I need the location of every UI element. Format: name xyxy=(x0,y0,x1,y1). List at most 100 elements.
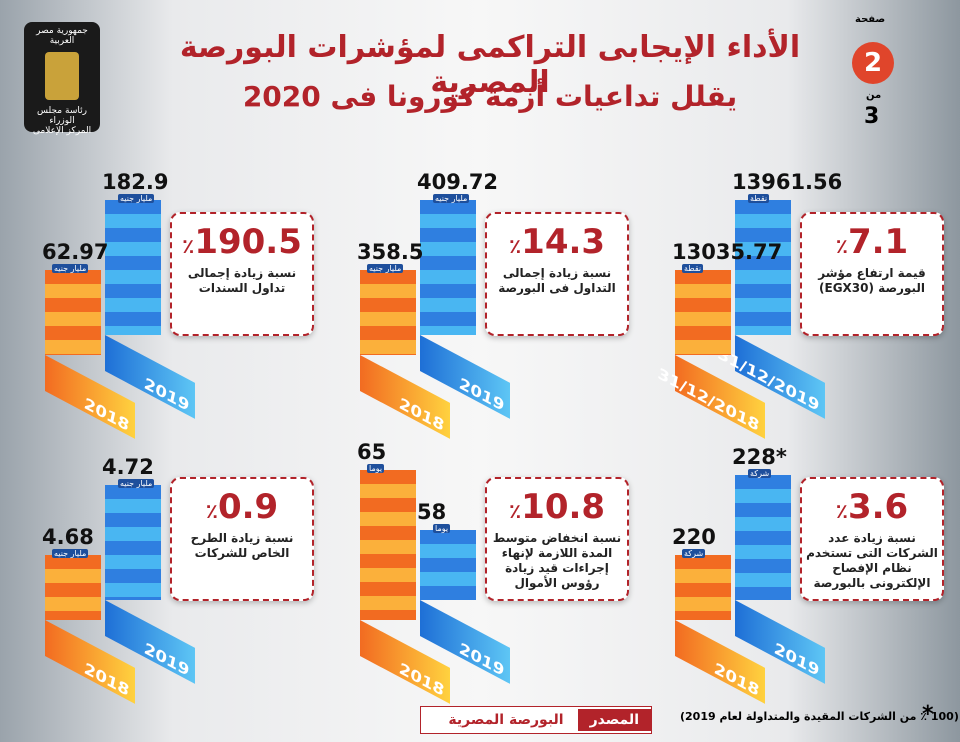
logo: جمهورية مصر العربية رئاسة مجلس الوزراء ا… xyxy=(24,22,100,136)
percent: ٪14.3 xyxy=(487,222,627,262)
logo-emblem xyxy=(45,52,79,100)
panel: 2019 4.72 مليار جنيه 2018 4.68 مليار جنيه ٪0.9… xyxy=(10,425,320,704)
value: 58 xyxy=(417,500,447,524)
column-2019 xyxy=(420,530,476,600)
description: نسبة زيادة إجمالى التداول فى البورصة xyxy=(487,266,627,296)
percent-sign: ٪ xyxy=(182,234,195,258)
description-line: نسبة زيادة إجمالى xyxy=(502,266,612,280)
unit: نقطة xyxy=(682,264,704,273)
description-line: الخاص للشركات xyxy=(194,546,290,560)
column-2018 xyxy=(675,270,731,355)
panel: 2019 182.9 مليار جنيه 2018 62.97 مليار جنيه ٪1… xyxy=(10,160,320,439)
percent-sign: ٪ xyxy=(835,499,848,523)
percent: ٪10.8 xyxy=(487,487,627,527)
description: نسبة زيادة عدد الشركات التى تستخدم نظام ال… xyxy=(802,531,942,591)
description: نسبة زيادة إجمالى تداول السندات xyxy=(172,266,312,296)
description-line: البورصة (EGX30) xyxy=(819,281,925,295)
logo-line: جمهورية مصر العربية xyxy=(36,26,88,46)
percent: ٪0.9 xyxy=(172,487,312,527)
percent-sign: ٪ xyxy=(835,234,848,258)
column-2018 xyxy=(675,555,731,620)
description: نسبة زيادة الطرح الخاص للشركات xyxy=(172,531,312,561)
panel: 31/12/2019 13961.56 نقطة 31/12/2018 13035.77… xyxy=(640,160,950,439)
unit: شركة xyxy=(748,469,772,478)
description-line: تداول السندات xyxy=(198,281,286,295)
logo-line: المركز الإعلامى xyxy=(32,126,92,136)
column-2018 xyxy=(45,555,101,620)
page-current: 2 xyxy=(852,42,894,84)
column-2019 xyxy=(735,475,791,600)
unit: مليار جنيه xyxy=(433,194,470,203)
stat-card: ٪7.1 قيمة ارتفاع مؤشر البورصة (EGX30) xyxy=(800,212,944,336)
value: 13961.56 xyxy=(732,170,843,194)
value: 62.97 xyxy=(42,240,109,264)
value: 4.68 xyxy=(42,525,94,549)
column-2019 xyxy=(105,200,161,335)
page-of: من xyxy=(866,90,882,101)
stat-card: ٪14.3 نسبة زيادة إجمالى التداول فى البورصة xyxy=(485,212,629,336)
stat-card: ٪0.9 نسبة زيادة الطرح الخاص للشركات xyxy=(170,477,314,601)
note-star: * xyxy=(922,702,934,727)
percent: ٪3.6 xyxy=(802,487,942,527)
column-2019 xyxy=(420,200,476,335)
description-line: الإلكترونى بالبورصة xyxy=(813,576,931,590)
title-line: الأداء الإيجابى التراكمى لمؤشرات البورصة… xyxy=(179,30,801,100)
stat-card: ٪190.5 نسبة زيادة إجمالى تداول السندات xyxy=(170,212,314,336)
value: 182.9 xyxy=(102,170,169,194)
description-line: نظام الإفصاح xyxy=(832,561,912,575)
column-2018 xyxy=(360,470,416,620)
description-line: قيمة ارتفاع مؤشر xyxy=(818,266,926,280)
value: 4.72 xyxy=(102,455,154,479)
source: البورصة المصرية xyxy=(448,712,564,728)
description-line: المدة اللازمة لإنهاء xyxy=(501,546,613,560)
logo-line: رئاسة مجلس الوزراء xyxy=(37,106,87,126)
unit: شركة xyxy=(682,549,706,558)
unit: نقطة xyxy=(748,194,770,203)
percent: ٪7.1 xyxy=(802,222,942,262)
unit: مليار جنيه xyxy=(118,194,155,203)
title-line: يقلل تداعيات أزمة كورونا فى 2020 xyxy=(242,80,738,113)
description-line: نسبة زيادة إجمالى xyxy=(187,266,297,280)
percent: ٪190.5 xyxy=(172,222,312,262)
description-line: نسبة انخفاض متوسط xyxy=(492,531,622,545)
column-2018 xyxy=(360,270,416,355)
percent-sign: ٪ xyxy=(508,499,522,523)
description-line: رؤوس الأموال xyxy=(514,576,600,590)
percent-value: 14.3 xyxy=(521,222,606,262)
source-label: المصدر xyxy=(577,709,651,731)
unit: يوما xyxy=(367,464,385,473)
unit: مليار جنيه xyxy=(52,264,89,273)
value: 358.5 xyxy=(357,240,424,264)
unit: مليار جنيه xyxy=(118,479,155,488)
description-line: التداول فى البورصة xyxy=(498,281,616,295)
source-box: المصدر البورصة المصرية xyxy=(420,706,652,734)
percent-value: 3.6 xyxy=(847,487,909,527)
percent-value: 0.9 xyxy=(217,487,279,527)
unit: مليار جنيه xyxy=(367,264,404,273)
percent-value: 7.1 xyxy=(847,222,909,262)
description-line: الشركات التى تستخدم xyxy=(806,546,938,560)
description: قيمة ارتفاع مؤشر البورصة (EGX30) xyxy=(802,266,942,296)
stat-card: ٪10.8 نسبة انخفاض متوسط المدة اللازمة لإنه… xyxy=(485,477,629,601)
column-2019 xyxy=(735,200,791,335)
description-line: إجراءات قيد زيادة xyxy=(505,561,609,575)
description-line: نسبة زيادة عدد xyxy=(828,531,916,545)
value: 228* xyxy=(732,445,787,469)
panel: 2019 228* شركة 2018 220 شركة ٪3.6 نسبة زيادة عد… xyxy=(640,425,950,704)
value: 65 xyxy=(357,440,387,464)
panel: 2019 58 يوما 2018 65 يوما ٪10.8 نسبة انخفاض متو… xyxy=(325,425,635,704)
panel: 2019 409.72 مليار جنيه 2018 358.5 مليار جنيه ٪… xyxy=(325,160,635,439)
unit: يوما xyxy=(433,524,451,533)
percent-value: 10.8 xyxy=(521,487,606,527)
stat-card: ٪3.6 نسبة زيادة عدد الشركات التى تستخدم نظا… xyxy=(800,477,944,601)
percent-value: 190.5 xyxy=(194,222,302,262)
value: 13035.77 xyxy=(672,240,783,264)
description-line: نسبة زيادة الطرح xyxy=(190,531,294,545)
percent-sign: ٪ xyxy=(205,499,218,523)
percent-sign: ٪ xyxy=(508,234,522,258)
value: 409.72 xyxy=(417,170,499,194)
value: 220 xyxy=(672,525,716,549)
description: نسبة انخفاض متوسط المدة اللازمة لإنهاء إجر… xyxy=(487,531,627,591)
column-2018 xyxy=(45,270,101,355)
